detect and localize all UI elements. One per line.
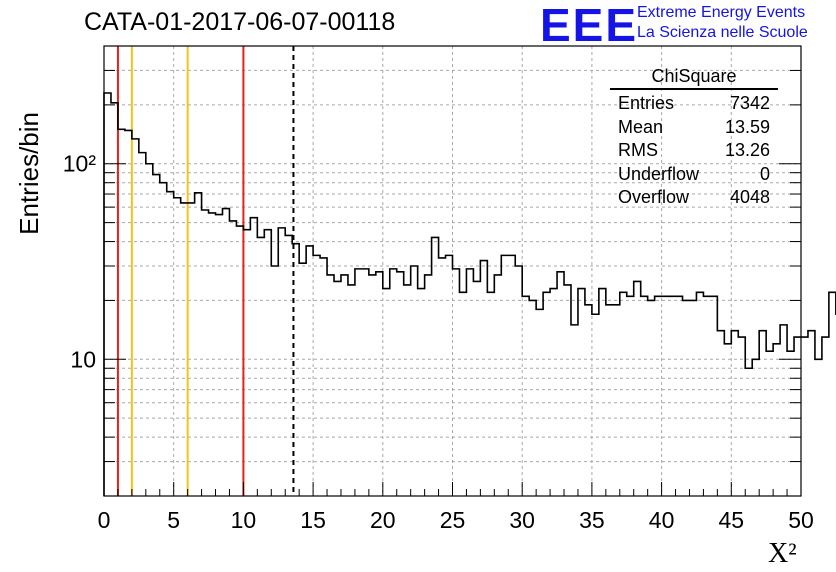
chart-title: CATA-01-2017-06-07-00118 [84,8,396,36]
y-axis-label: Entries/bin [14,112,44,235]
stats-label: Overflow [618,187,690,207]
stats-value: 13.26 [724,140,770,160]
y-axis: 10 10² [63,45,801,497]
stats-row: Mean 13.59 [610,116,778,140]
x-axis: 0 5 10 15 20 25 30 35 40 45 50 [98,482,814,533]
vertical-markers [116,46,295,496]
stats-value: 7342 [729,93,770,113]
stats-box: ChiSquare Entries 7342 Mean 13.59 RMS 13… [610,66,778,210]
stats-value: 4048 [729,187,770,207]
x-tick-label: 45 [719,507,745,533]
eee-logo: EEE [540,0,639,51]
x-tick-label: 0 [98,507,111,533]
stats-label: RMS [618,140,658,160]
stats-label: Entries [618,93,675,113]
x-tick-label: 5 [167,507,180,533]
y-tick-label: 10² [63,151,97,177]
x-tick-label: 40 [649,507,675,533]
logo-line-2: La Scienza nelle Scuole [637,24,808,41]
stats-row: Entries 7342 [610,92,778,116]
histogram-series [103,92,836,496]
x-tick-label: 10 [231,507,257,533]
stats-label: Underflow [618,163,700,184]
stats-row: Overflow 4048 [610,186,778,210]
stats-title: ChiSquare [610,66,778,90]
y-tick-label: 10 [70,346,96,372]
x-tick-label: 35 [579,507,605,533]
x-tick-label: 25 [440,507,466,533]
stats-value: 13.59 [724,116,770,137]
logo-line-1: Extreme Energy Events [637,4,806,21]
stats-label: Mean [618,116,664,137]
x-tick-label: 15 [300,507,326,533]
x-tick-label: 20 [370,507,396,533]
histogram-line [103,92,836,496]
x-tick-label: 50 [788,507,814,533]
stats-row: Underflow 0 [610,163,778,187]
stats-row: RMS 13.26 [610,139,778,163]
stats-value: 0 [759,163,770,184]
x-tick-label: 30 [509,507,535,533]
x-axis-label: X² [768,538,797,569]
